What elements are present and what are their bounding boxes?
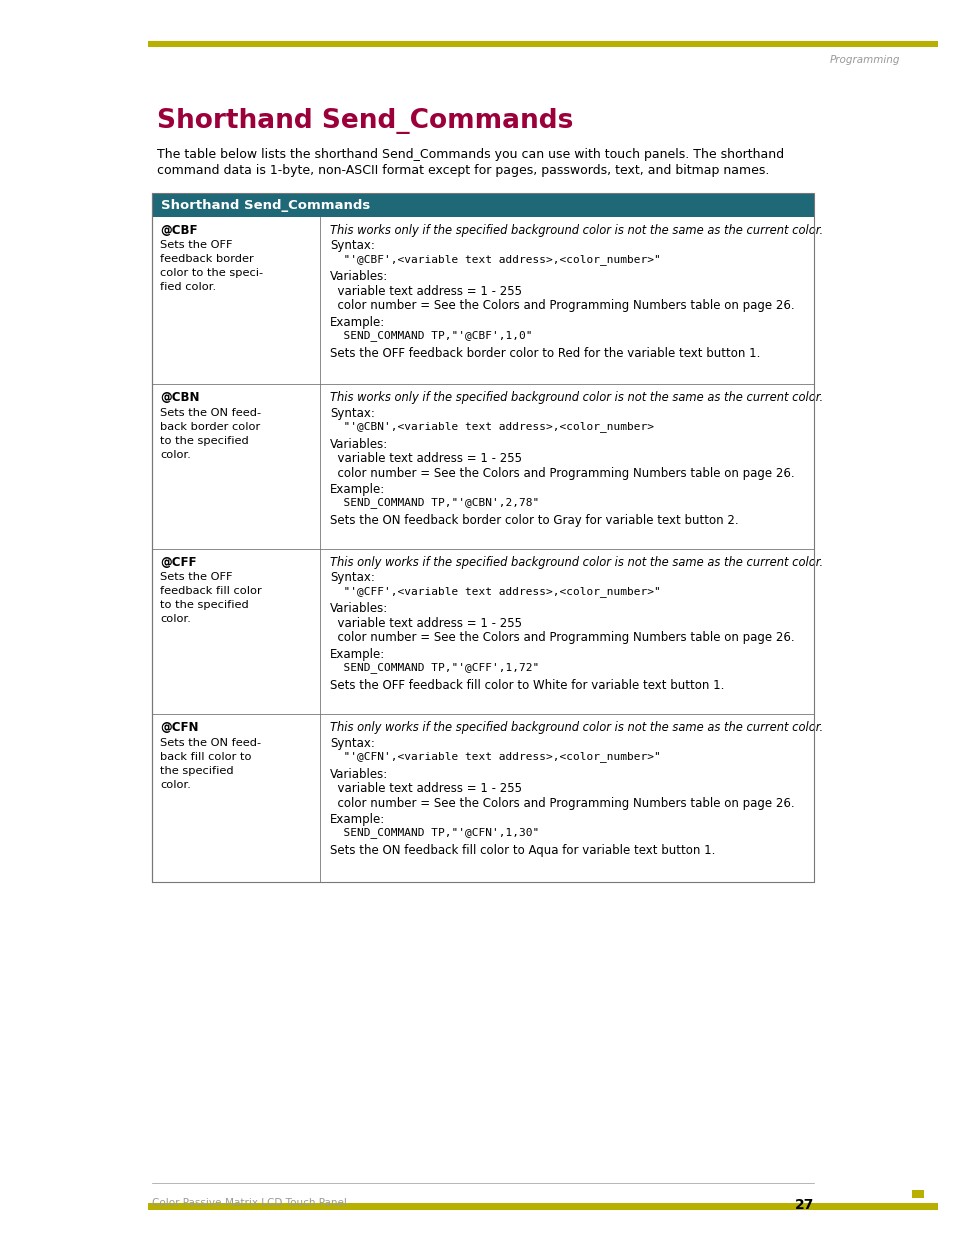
Bar (148, 1203, 937, 1210)
Text: Sets the ON feed-
back border color
to the specified
color.: Sets the ON feed- back border color to t… (160, 408, 261, 459)
Text: This works only if the specified background color is not the same as the current: This works only if the specified backgro… (330, 224, 822, 237)
Text: variable text address = 1 - 255: variable text address = 1 - 255 (330, 618, 521, 630)
Text: This only works if the specified background color is not the same as the current: This only works if the specified backgro… (330, 556, 822, 569)
Text: Shorthand Send_Commands: Shorthand Send_Commands (161, 200, 370, 212)
Text: "'@CBN',<variable text address>,<color_number>: "'@CBN',<variable text address>,<color_n… (330, 421, 654, 432)
Text: Sets the OFF feedback fill color to White for variable text button 1.: Sets the OFF feedback fill color to Whit… (330, 679, 723, 692)
Text: Sets the ON feed-
back fill color to
the specified
color.: Sets the ON feed- back fill color to the… (160, 737, 261, 789)
Text: Variables:: Variables: (330, 603, 388, 615)
Text: command data is 1-byte, non-ASCII format except for pages, passwords, text, and : command data is 1-byte, non-ASCII format… (157, 164, 768, 177)
Text: variable text address = 1 - 255: variable text address = 1 - 255 (330, 285, 521, 298)
Bar (148, 41, 937, 47)
Text: Syntax:: Syntax: (330, 572, 375, 584)
Text: @CFN: @CFN (160, 721, 198, 734)
Bar (152, 193, 813, 217)
Text: Example:: Example: (330, 316, 385, 329)
Text: Sets the ON feedback border color to Gray for variable text button 2.: Sets the ON feedback border color to Gra… (330, 514, 738, 527)
Text: Example:: Example: (330, 648, 385, 661)
Bar (911, 1191, 923, 1198)
Text: Sets the ON feedback fill color to Aqua for variable text button 1.: Sets the ON feedback fill color to Aqua … (330, 844, 715, 857)
Text: Shorthand Send_Commands: Shorthand Send_Commands (157, 107, 573, 135)
Text: @CBN: @CBN (160, 391, 199, 404)
Text: @CBF: @CBF (160, 224, 197, 237)
Text: color number = See the Colors and Programming Numbers table on page 26.: color number = See the Colors and Progra… (330, 797, 794, 809)
Text: The table below lists the shorthand Send_Commands you can use with touch panels.: The table below lists the shorthand Send… (157, 148, 783, 161)
Bar (152, 193, 813, 882)
Text: Syntax:: Syntax: (330, 736, 375, 750)
Bar (152, 550, 813, 714)
Text: Programming: Programming (829, 56, 900, 65)
Text: color number = See the Colors and Programming Numbers table on page 26.: color number = See the Colors and Progra… (330, 467, 794, 479)
Text: Syntax:: Syntax: (330, 406, 375, 420)
Text: SEND_COMMAND TP,"'@CBF',1,0": SEND_COMMAND TP,"'@CBF',1,0" (330, 331, 532, 341)
Bar (152, 217, 813, 384)
Text: variable text address = 1 - 255: variable text address = 1 - 255 (330, 452, 521, 466)
Text: Variables:: Variables: (330, 437, 388, 451)
Text: SEND_COMMAND TP,"'@CFN',1,30": SEND_COMMAND TP,"'@CFN',1,30" (330, 827, 538, 839)
Text: color number = See the Colors and Programming Numbers table on page 26.: color number = See the Colors and Progra… (330, 300, 794, 312)
Text: Sets the OFF
feedback border
color to the speci-
fied color.: Sets the OFF feedback border color to th… (160, 241, 263, 293)
Text: Example:: Example: (330, 483, 385, 496)
Text: SEND_COMMAND TP,"'@CBN',2,78": SEND_COMMAND TP,"'@CBN',2,78" (330, 498, 538, 509)
Text: Color Passive-Matrix LCD Touch Panel: Color Passive-Matrix LCD Touch Panel (152, 1198, 347, 1208)
Text: This works only if the specified background color is not the same as the current: This works only if the specified backgro… (330, 391, 822, 404)
Text: Sets the OFF feedback border color to Red for the variable text button 1.: Sets the OFF feedback border color to Re… (330, 347, 760, 359)
Text: This only works if the specified background color is not the same as the current: This only works if the specified backgro… (330, 721, 822, 734)
Text: Variables:: Variables: (330, 270, 388, 284)
Text: Variables:: Variables: (330, 767, 388, 781)
Text: "'@CFN',<variable text address>,<color_number>": "'@CFN',<variable text address>,<color_n… (330, 751, 660, 762)
Text: Example:: Example: (330, 813, 385, 826)
Text: Sets the OFF
feedback fill color
to the specified
color.: Sets the OFF feedback fill color to the … (160, 573, 261, 625)
Bar (152, 384, 813, 550)
Text: "'@CBF',<variable text address>,<color_number>": "'@CBF',<variable text address>,<color_n… (330, 254, 660, 264)
Text: "'@CFF',<variable text address>,<color_number>": "'@CFF',<variable text address>,<color_n… (330, 585, 660, 597)
Bar (152, 714, 813, 882)
Text: color number = See the Colors and Programming Numbers table on page 26.: color number = See the Colors and Progra… (330, 631, 794, 645)
Text: 27: 27 (794, 1198, 813, 1212)
Text: Syntax:: Syntax: (330, 240, 375, 252)
Text: SEND_COMMAND TP,"'@CFF',1,72": SEND_COMMAND TP,"'@CFF',1,72" (330, 662, 538, 673)
Text: variable text address = 1 - 255: variable text address = 1 - 255 (330, 782, 521, 795)
Text: @CFF: @CFF (160, 556, 196, 569)
